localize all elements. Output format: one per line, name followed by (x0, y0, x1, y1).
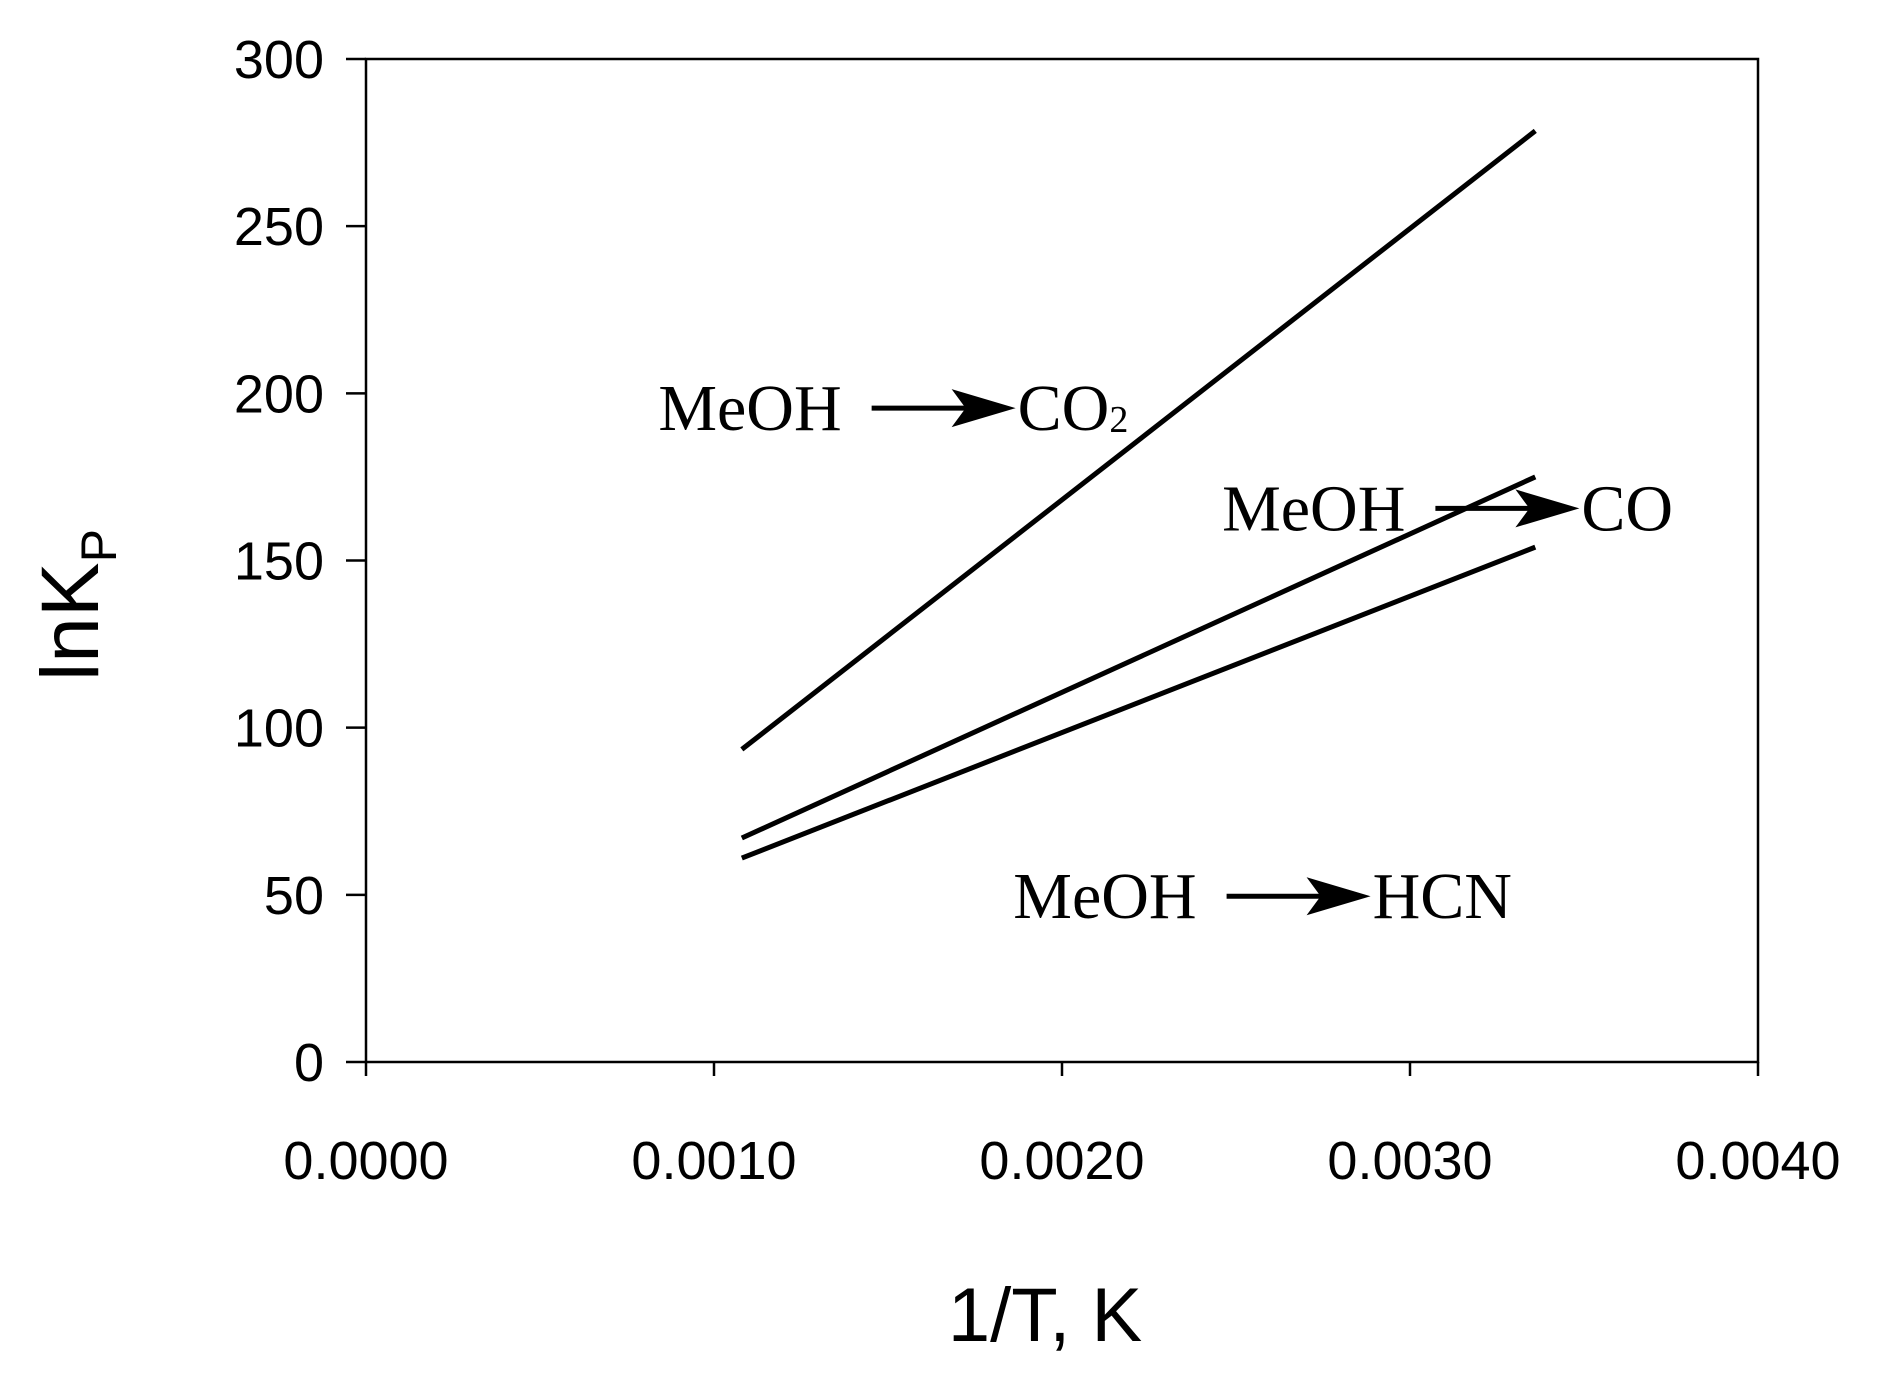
y-tick-label: 0 (294, 1033, 324, 1093)
annotation-1: MeOH CO 2 (658, 372, 1128, 445)
series-line-1 (740, 128, 1537, 752)
annotation-reactant: MeOH (1013, 860, 1196, 933)
arrow-head (951, 389, 1016, 428)
y-tick-label: 250 (234, 197, 324, 257)
ticks: 0 50 100 150 200 250 300 0.0000 0.0010 0.0020 0.00… (234, 30, 1841, 1191)
y-tick-label: 300 (234, 30, 324, 90)
annotation-product: CO (1581, 472, 1673, 545)
x-tick-label: 0.0010 (631, 1131, 796, 1191)
annotation-product: CO (1018, 372, 1110, 445)
x-tick-label: 0.0030 (1327, 1131, 1492, 1191)
y-axis-title: lnKP (25, 529, 127, 681)
y-tick-label: 100 (234, 699, 324, 759)
y-tick-label: 50 (264, 866, 324, 926)
y-tick-label: 200 (234, 364, 324, 424)
y-tick-label: 150 (234, 532, 324, 592)
annotation-reactant: MeOH (658, 372, 841, 445)
annotation-2: MeOH CO (1222, 472, 1673, 545)
y-axis-title-subscript: P (71, 529, 127, 562)
x-tick-label: 0.0020 (979, 1131, 1144, 1191)
series-line-3 (740, 544, 1537, 861)
arrow-head (1515, 489, 1580, 528)
annotation-3: MeOH HCN (1013, 860, 1512, 933)
y-axis-title-main: lnK (25, 562, 116, 681)
series-line-2 (740, 474, 1537, 841)
arrow-head (1306, 877, 1371, 916)
x-axis-title: 1/T, K (948, 1273, 1142, 1358)
series-lines (740, 128, 1537, 861)
x-tick-label: 0.0000 (283, 1131, 448, 1191)
annotation-product-subscript: 2 (1109, 399, 1128, 441)
annotation-reactant: MeOH (1222, 472, 1405, 545)
annotation-product: HCN (1373, 860, 1512, 933)
x-tick-label: 0.0040 (1675, 1131, 1840, 1191)
